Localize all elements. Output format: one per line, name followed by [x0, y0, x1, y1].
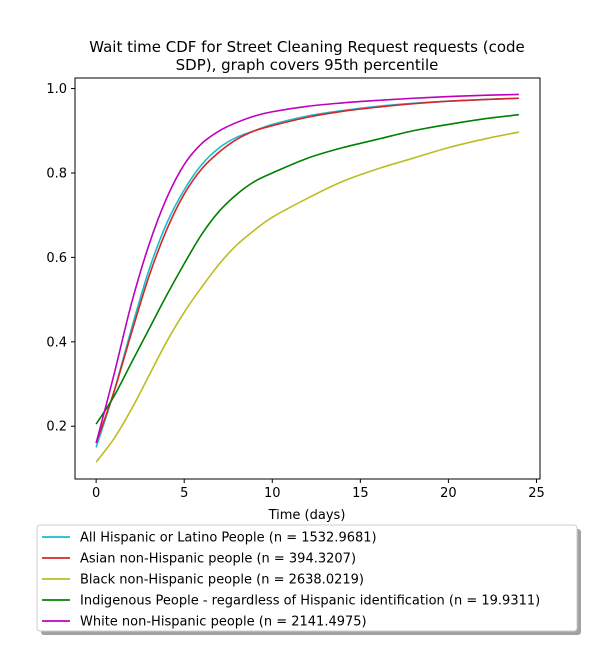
chart-title-line-1: Wait time CDF for Street Cleaning Reques… — [89, 38, 525, 56]
x-tick-label: 15 — [352, 486, 369, 501]
x-tick-label: 25 — [528, 486, 545, 501]
x-tick-label: 0 — [92, 486, 100, 501]
plot-lines — [95, 93, 520, 463]
y-tick-label: 1.0 — [46, 82, 67, 97]
y-tick-label: 0.8 — [46, 166, 67, 181]
chart-title-line-2: SDP), graph covers 95th percentile — [176, 56, 439, 74]
legend-label-1: Asian non-Hispanic people (n = 394.3207) — [80, 552, 356, 567]
x-axis: 0 5 10 15 20 25 — [92, 479, 545, 501]
y-tick-label: 0.2 — [46, 420, 67, 435]
legend-label-3: Indigenous People - regardless of Hispan… — [80, 594, 540, 609]
plot-frame — [74, 77, 541, 480]
y-tick-label: 0.4 — [46, 335, 67, 350]
x-tick-label: 10 — [264, 486, 281, 501]
x-tick-label: 5 — [180, 486, 188, 501]
legend: All Hispanic or Latino People (n = 1532.… — [36, 524, 581, 635]
legend-label-2: Black non-Hispanic people (n = 2638.0219… — [80, 573, 364, 588]
series-line-3 — [95, 113, 519, 425]
y-axis: 0.2 0.4 0.6 0.8 1.0 — [46, 82, 75, 435]
legend-items: All Hispanic or Latino People (n = 1532.… — [42, 531, 540, 630]
legend-box — [36, 524, 578, 632]
legend-label-0: All Hispanic or Latino People (n = 1532.… — [80, 531, 377, 546]
series-line-4 — [95, 93, 519, 444]
x-axis-label: Time (days) — [268, 508, 346, 523]
series-line-1 — [95, 97, 519, 444]
legend-label-4: White non-Hispanic people (n = 2141.4975… — [80, 615, 367, 630]
x-tick-label: 20 — [440, 486, 457, 501]
series-line-2 — [95, 131, 520, 463]
y-tick-label: 0.6 — [46, 251, 67, 266]
